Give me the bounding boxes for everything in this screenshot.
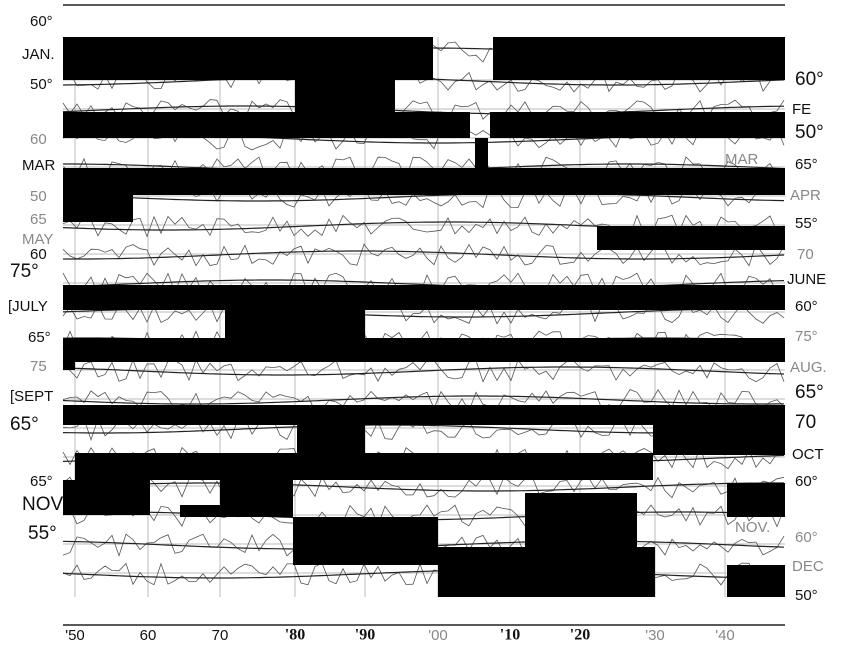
left-label: 75 [30, 358, 47, 375]
left-label: JAN. [22, 46, 55, 63]
left-label: 75° [10, 261, 39, 282]
right-label: 60° [795, 69, 824, 90]
right-label: JUNE [787, 271, 826, 288]
x-axis-label: '10 [500, 627, 520, 644]
left-label: 50° [30, 76, 53, 93]
trace [62, 330, 785, 354]
right-label: 55° [795, 215, 818, 232]
trend [62, 569, 784, 579]
left-label: 65° [30, 473, 53, 490]
redaction [493, 37, 785, 80]
right-label: APR [790, 187, 821, 204]
redactions [63, 37, 785, 597]
redaction [63, 37, 433, 80]
trend [63, 250, 785, 260]
left-label: 50 [30, 188, 47, 205]
redaction [63, 362, 75, 370]
trend [62, 105, 785, 115]
redaction [475, 138, 488, 170]
x-axis-label: '00 [428, 627, 448, 644]
right-label: 50° [795, 587, 818, 604]
trace [62, 504, 785, 528]
x-axis-label: '50 [65, 627, 85, 644]
trace [62, 562, 785, 586]
right-label: 70 [797, 246, 814, 263]
x-axis-label: '30 [645, 627, 665, 644]
x-axis-label: '90 [355, 627, 375, 644]
inner-label: NOV. [735, 519, 770, 536]
left-label: 55° [28, 523, 57, 544]
redaction [63, 405, 785, 425]
redaction [63, 168, 785, 195]
x-axis-label: '80 [285, 627, 305, 644]
right-label: 70 [795, 412, 816, 433]
left-label: 65° [10, 414, 39, 435]
redaction [727, 565, 785, 597]
redaction [225, 310, 365, 340]
left-label: NOV [22, 494, 64, 515]
redaction [63, 480, 150, 515]
right-label: AUG. [790, 359, 827, 376]
redaction [597, 226, 785, 250]
x-axis-label: '20 [570, 627, 590, 644]
right-label: 60° [795, 298, 818, 315]
trend [62, 366, 785, 376]
redaction [293, 517, 438, 565]
redaction [438, 547, 655, 597]
left-label: MAR [22, 157, 56, 174]
labels: 60°JAN.50°60MAR5065MAY6075°[JULY65°75[SE… [8, 13, 827, 644]
redaction [63, 195, 133, 222]
redaction [295, 80, 395, 115]
left-label: [JULY [8, 298, 48, 315]
x-axis-label: 60 [140, 627, 157, 644]
redaction [727, 483, 785, 517]
right-label: DEC [792, 558, 824, 575]
redaction [180, 505, 220, 517]
trace [62, 214, 785, 238]
redaction [75, 453, 653, 480]
trend [62, 192, 785, 202]
trend [62, 482, 784, 492]
x-axis-label: '40 [715, 627, 735, 644]
right-label: 65° [795, 382, 824, 403]
redaction [653, 425, 785, 455]
left-label: [SEPT [10, 388, 53, 405]
right-label: 50° [795, 122, 824, 143]
right-label: 75° [795, 328, 818, 345]
trace [62, 389, 785, 412]
redaction [490, 112, 785, 138]
left-label: 65 [30, 211, 47, 228]
left-label: MAY [22, 231, 53, 248]
right-label: FE [792, 101, 811, 118]
redaction [220, 465, 293, 517]
left-label: 60° [30, 13, 53, 30]
left-label: 60 [30, 246, 47, 263]
left-label: 65° [28, 329, 51, 346]
right-label: 60° [795, 529, 818, 546]
redaction [63, 338, 785, 362]
redaction [63, 285, 785, 310]
right-label: 65° [795, 156, 818, 173]
inner-label: MAR [725, 151, 759, 168]
redaction [63, 112, 470, 138]
trace [62, 358, 785, 383]
right-label: 60° [795, 473, 818, 490]
x-axis-label: 70 [212, 627, 229, 644]
right-label: OCT [792, 446, 824, 463]
trend [62, 395, 785, 405]
left-label: 60 [30, 131, 47, 148]
